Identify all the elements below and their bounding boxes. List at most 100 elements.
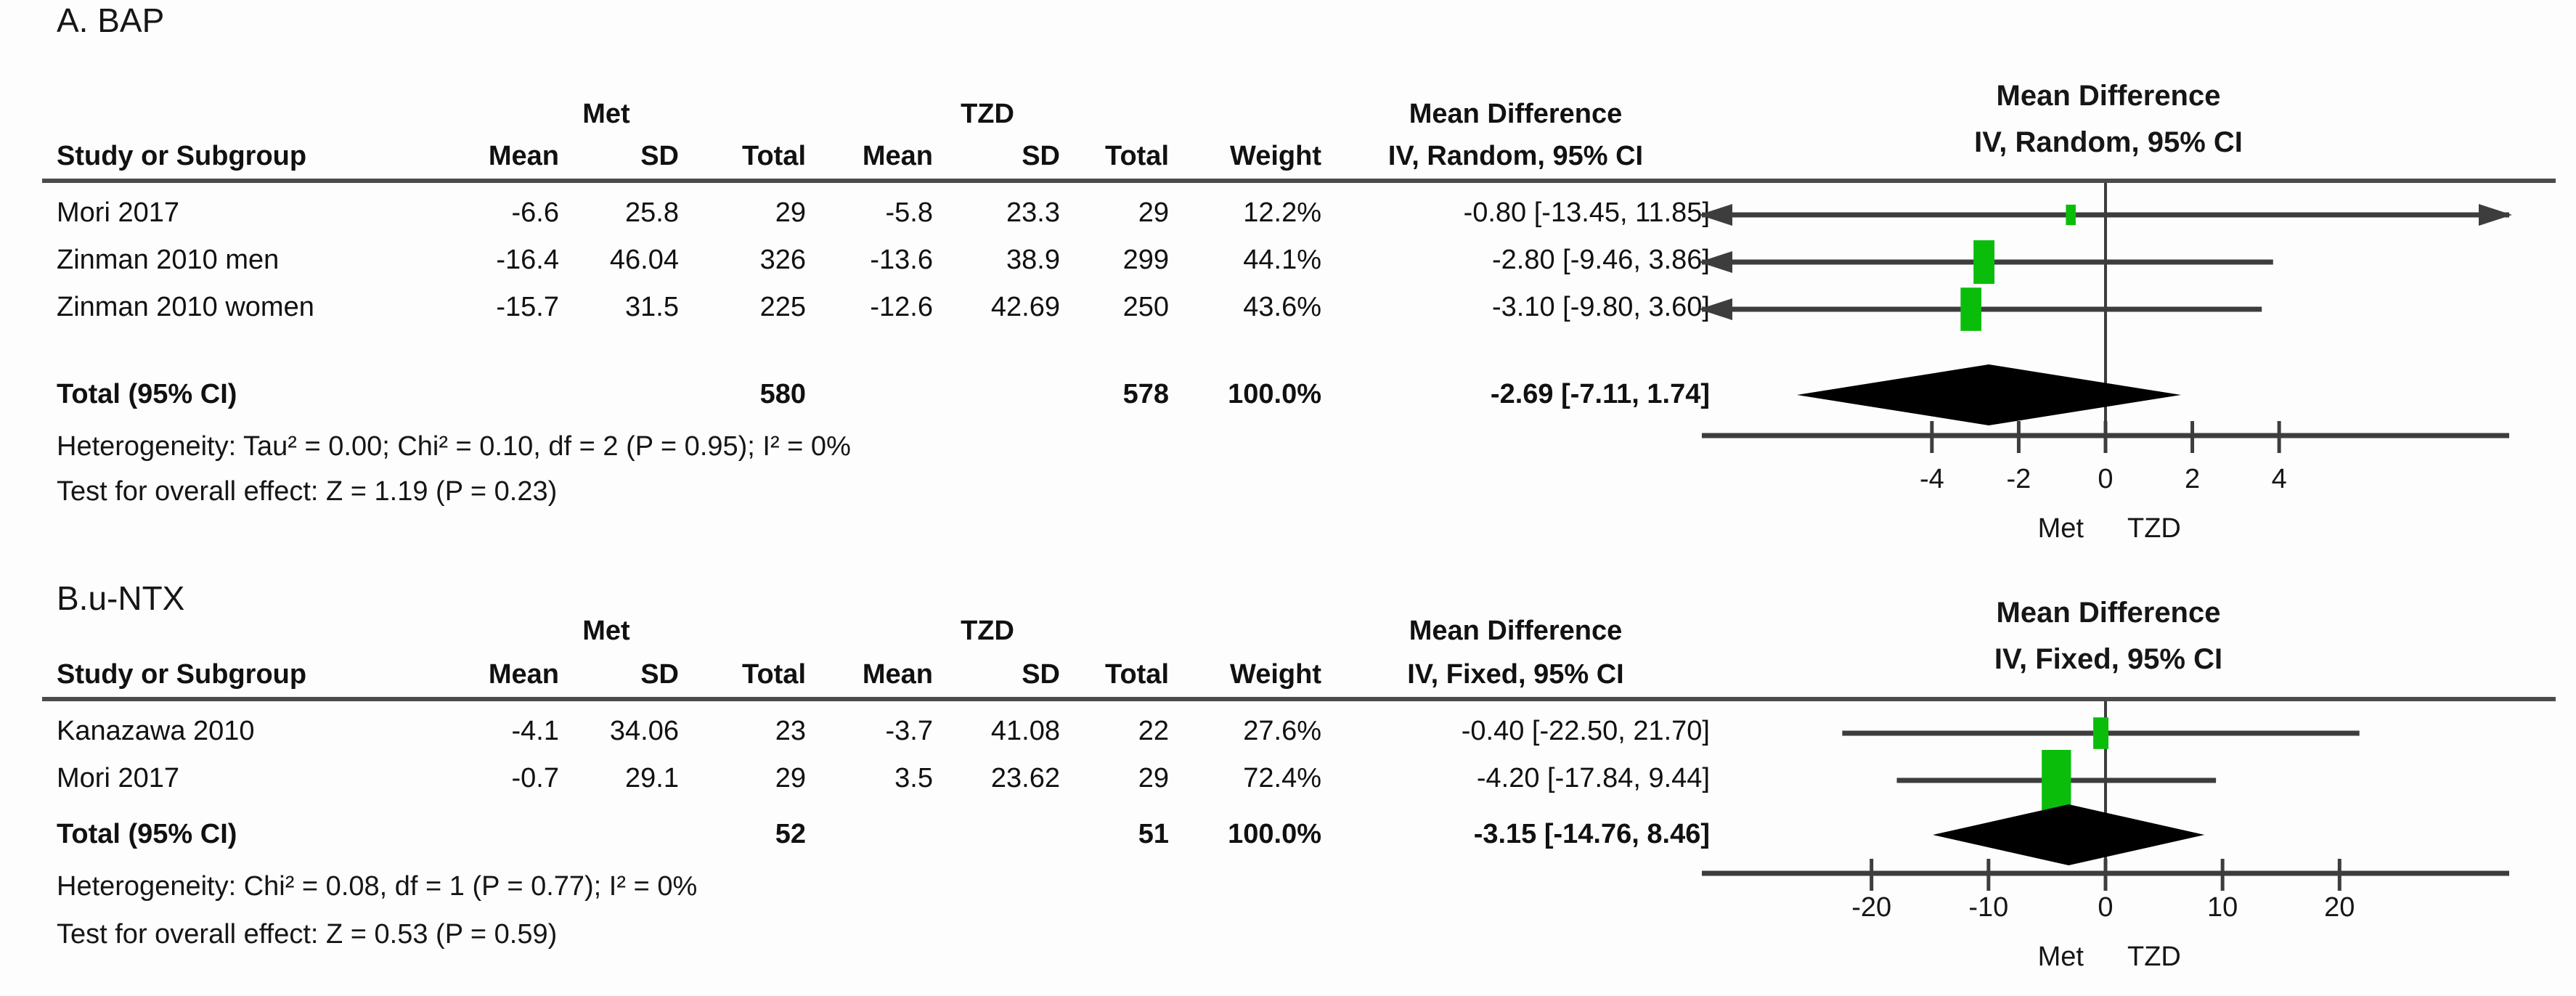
spacer <box>0 91 407 136</box>
total-weight: 100.0% <box>1228 819 1321 849</box>
effect-marker <box>2066 204 2076 226</box>
method-header: IV, Random, 95% CI <box>1387 141 1644 171</box>
tick-label: -10 <box>1968 892 2008 923</box>
plot-effect-measure: Mean Difference <box>1996 80 2221 112</box>
g2-total: 29 <box>1138 197 1169 228</box>
md-ci: -0.40 [-22.50, 21.70] <box>1461 716 1710 746</box>
pooled-diamond <box>1796 364 2182 425</box>
md-ci: -3.10 [-9.80, 3.60] <box>1492 292 1710 322</box>
spacer <box>407 812 559 857</box>
ci-arrow-left <box>1699 251 1732 273</box>
tick-label: 2 <box>2185 464 2200 494</box>
g2-sd: 42.69 <box>990 292 1060 322</box>
effect-measure-header: Mean Difference <box>1409 99 1623 129</box>
study-column-header: Study or Subgroup <box>57 141 307 171</box>
total-row: Total (95% CI) 52 51 100.0% -3.15 [-14.7… <box>0 812 1710 857</box>
g1-mean: -15.7 <box>496 292 559 322</box>
g2-total-sum: 578 <box>1122 379 1169 409</box>
total-weight: 100.0% <box>1228 379 1321 409</box>
group-header-row: Met TZD Mean Difference <box>0 91 1710 136</box>
effect-measure-header: Mean Difference <box>1409 616 1623 646</box>
effect-marker <box>1960 287 1981 331</box>
group1-header: Met <box>582 616 630 646</box>
column-header-row: Study or Subgroup Mean SD Total Mean SD … <box>0 134 1710 179</box>
g1-mean-header: Mean <box>488 659 559 690</box>
heterogeneity-note: Heterogeneity: Chi² = 0.08, df = 1 (P = … <box>57 871 698 902</box>
total-md-ci: -2.69 [-7.11, 1.74] <box>1490 379 1710 409</box>
plot-effect-measure: Mean Difference <box>1996 597 2221 629</box>
tick-label: 0 <box>2098 892 2113 923</box>
g1-sd-header: SD <box>640 659 679 690</box>
weight: 44.1% <box>1243 245 1321 275</box>
md-ci: -2.80 [-9.46, 3.86] <box>1492 245 1710 275</box>
tick-label: 0 <box>2098 464 2113 494</box>
ci-arrow-left <box>1699 204 1732 226</box>
g1-sd: 34.06 <box>609 716 679 746</box>
g2-mean: 3.5 <box>894 763 933 793</box>
study-name: Kanazawa 2010 <box>57 716 255 746</box>
g2-sd: 38.9 <box>1006 245 1060 275</box>
weight: 12.2% <box>1243 197 1321 228</box>
g2-total: 299 <box>1122 245 1169 275</box>
g2-total-header: Total <box>1105 659 1169 690</box>
spacer <box>407 372 559 417</box>
total-label: Total (95% CI) <box>57 819 237 849</box>
g2-total: 29 <box>1138 763 1169 793</box>
plot-header: Mean Difference IV, Random, 95% CI <box>1745 73 2471 166</box>
g2-mean: -3.7 <box>885 716 933 746</box>
study-row: Zinman 2010 women -15.7 31.5 225 -12.6 4… <box>0 285 1710 330</box>
group1-header: Met <box>582 99 630 129</box>
spacer <box>806 372 933 417</box>
g1-mean: -6.6 <box>511 197 559 228</box>
spacer <box>933 812 1060 857</box>
tick-label: 20 <box>2324 892 2355 923</box>
forest-plot-b: -20 -10 0 10 20 Met TZD <box>1702 701 2509 972</box>
study-row: Zinman 2010 men -16.4 46.04 326 -13.6 38… <box>0 237 1710 282</box>
total-label: Total (95% CI) <box>57 379 237 409</box>
g1-total: 326 <box>759 245 806 275</box>
g2-sd: 23.62 <box>990 763 1060 793</box>
overall-effect-note: Test for overall effect: Z = 1.19 (P = 0… <box>57 476 558 507</box>
favours-right-label: TZD <box>2127 942 2181 972</box>
tick-label: 4 <box>2272 464 2287 494</box>
tick-label: 10 <box>2207 892 2238 923</box>
spacer <box>559 372 679 417</box>
g1-mean: -0.7 <box>511 763 559 793</box>
ci-arrow-left <box>1699 298 1732 320</box>
forest-plot-a: -4 -2 0 2 4 Met TZD <box>1699 183 2512 544</box>
g1-sd-header: SD <box>640 141 679 171</box>
study-row: Mori 2017 -6.6 25.8 29 -5.8 23.3 29 12.2… <box>0 190 1710 235</box>
method-header: IV, Fixed, 95% CI <box>1407 659 1624 690</box>
g2-mean: -12.6 <box>870 292 933 322</box>
total-md-ci: -3.15 [-14.76, 8.46] <box>1473 819 1710 849</box>
group2-header: TZD <box>961 99 1014 129</box>
g2-sd-header: SD <box>1022 141 1060 171</box>
panel-b-title: B.u-NTX <box>57 579 185 617</box>
weight: 27.6% <box>1243 716 1321 746</box>
g1-total: 23 <box>775 716 806 746</box>
heterogeneity-note: Heterogeneity: Tau² = 0.00; Chi² = 0.10,… <box>57 431 851 462</box>
g1-total: 29 <box>775 763 806 793</box>
effect-marker <box>2042 750 2071 811</box>
tick-label: -4 <box>1920 464 1944 494</box>
g2-mean-header: Mean <box>862 659 933 690</box>
md-ci: -0.80 [-13.45, 11.85] <box>1463 197 1710 228</box>
g1-total-header: Total <box>742 141 806 171</box>
g2-total-sum: 51 <box>1138 819 1169 849</box>
spacer <box>933 372 1060 417</box>
panel-a-title: A. BAP <box>57 1 165 39</box>
g2-total: 22 <box>1138 716 1169 746</box>
g1-sd: 46.04 <box>609 245 679 275</box>
favours-left-label: Met <box>2038 942 2084 972</box>
g2-mean: -13.6 <box>870 245 933 275</box>
study-name: Zinman 2010 men <box>57 245 280 275</box>
plot-method: IV, Random, 95% CI <box>1974 126 2243 158</box>
g1-sd: 31.5 <box>625 292 679 322</box>
g2-total-header: Total <box>1105 141 1169 171</box>
group2-header: TZD <box>961 616 1014 646</box>
column-header-row: Study or Subgroup Mean SD Total Mean SD … <box>0 652 1710 697</box>
study-column-header: Study or Subgroup <box>57 659 307 690</box>
study-row: Mori 2017 -0.7 29.1 29 3.5 23.62 29 72.4… <box>0 756 1710 801</box>
tick-label: -20 <box>1851 892 1891 923</box>
